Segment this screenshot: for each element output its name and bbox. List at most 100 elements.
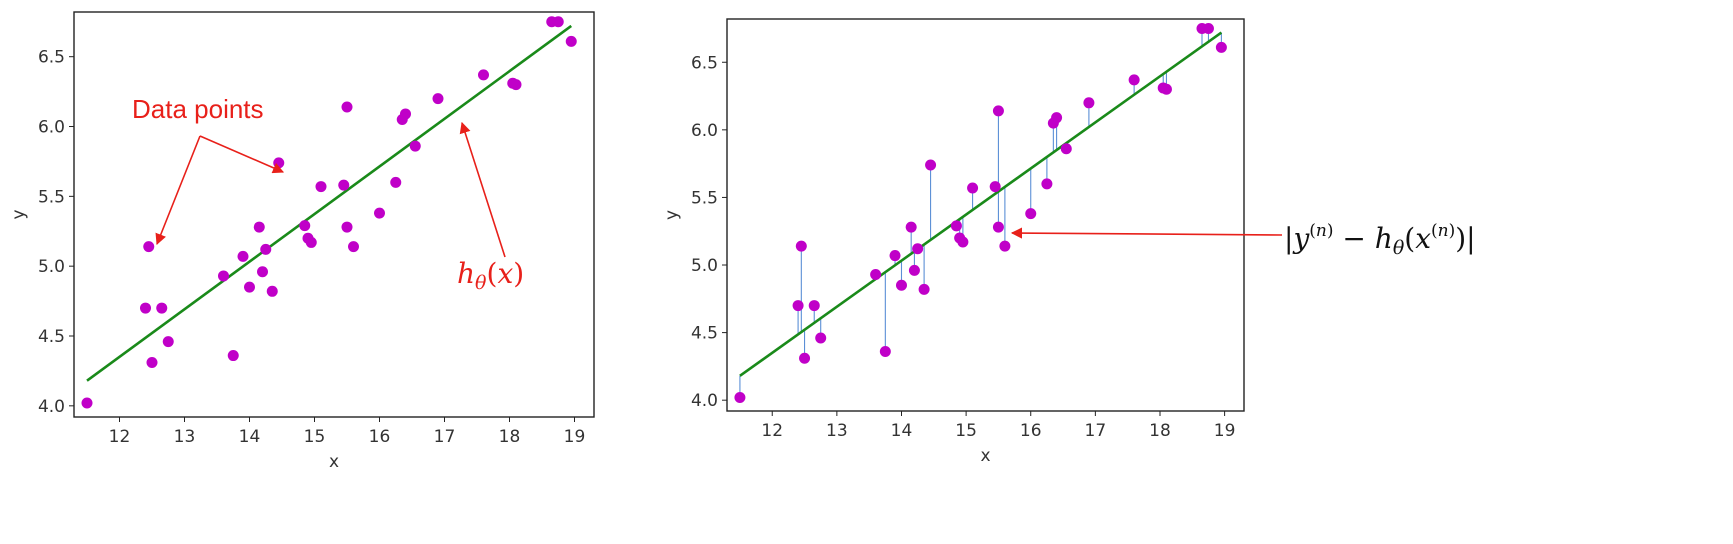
data-point xyxy=(315,181,327,193)
data-point xyxy=(889,250,901,262)
x-tick-label: 13 xyxy=(174,427,196,447)
y-tick-label: 5.0 xyxy=(38,257,65,277)
left-y-ticks: 4.0 4.5 5.0 5.5 6.0 6.5 xyxy=(38,48,74,417)
data-point xyxy=(908,264,920,276)
data-point xyxy=(992,221,1004,233)
x-tick-label: 17 xyxy=(434,427,456,447)
data-point xyxy=(918,283,930,295)
data-point xyxy=(338,179,350,191)
data-point xyxy=(879,346,891,358)
hypothesis-annotation: hθ(x) xyxy=(457,257,524,294)
data-point xyxy=(341,221,353,233)
data-point xyxy=(957,236,969,248)
y-tick-label: 4.0 xyxy=(691,391,718,411)
left-y-axis-label: y xyxy=(9,209,29,219)
regression-line xyxy=(739,31,1223,377)
y-tick-label: 5.0 xyxy=(691,256,718,276)
y-tick-label: 4.5 xyxy=(691,324,718,344)
residual-annotation: |y(n) − hθ(x(n))| xyxy=(1284,221,1476,259)
y-tick-label: 6.0 xyxy=(691,121,718,141)
data-point xyxy=(409,140,421,152)
data-point xyxy=(390,176,402,188)
data-point xyxy=(510,79,522,91)
right-y-axis-label: y xyxy=(662,210,682,220)
data-point xyxy=(905,221,917,233)
data-point xyxy=(218,270,229,282)
data-point xyxy=(925,159,937,171)
data-point xyxy=(967,182,979,194)
data-point xyxy=(81,397,93,409)
data-point xyxy=(792,300,804,312)
right-scatter-chart: 12 13 14 15 16 17 18 19 4.04.55.05.56.06.5 x y … xyxy=(662,18,1476,466)
left-x-ticks: 12 13 14 15 16 17 18 19 xyxy=(109,417,586,447)
data-point xyxy=(273,157,285,169)
right-plot-marks xyxy=(734,22,1227,403)
data-point xyxy=(1202,22,1214,34)
x-tick-label: 19 xyxy=(1214,421,1236,441)
data-point xyxy=(374,207,385,219)
data-point xyxy=(552,16,564,28)
data-point xyxy=(999,240,1011,252)
data-point xyxy=(146,357,158,369)
x-tick-label: 19 xyxy=(564,427,586,447)
left-plot-frame xyxy=(73,11,595,418)
x-tick-label: 18 xyxy=(1149,421,1171,441)
x-tick-label: 13 xyxy=(826,421,848,441)
data-point xyxy=(1160,83,1172,95)
y-tick-label: 6.0 xyxy=(38,118,65,138)
x-tick-label: 16 xyxy=(1020,421,1042,441)
data-point xyxy=(815,332,827,344)
data-point xyxy=(989,181,1001,193)
y-tick-label: 5.5 xyxy=(38,187,65,207)
regression-line xyxy=(86,24,573,382)
data-point xyxy=(156,302,168,314)
y-tick-label: 5.5 xyxy=(691,188,718,208)
data-points-arrow-1 xyxy=(155,135,201,246)
data-point xyxy=(1060,143,1072,155)
data-point xyxy=(305,236,317,248)
data-point xyxy=(162,336,174,348)
data-point xyxy=(895,279,907,291)
x-tick-label: 16 xyxy=(369,427,391,447)
data-point xyxy=(260,243,272,255)
data-point xyxy=(992,105,1004,117)
data-point xyxy=(912,243,924,255)
data-point xyxy=(1215,41,1227,53)
x-tick-label: 12 xyxy=(109,427,131,447)
data-point xyxy=(140,302,151,314)
left-plot-marks xyxy=(81,16,577,409)
data-point xyxy=(870,268,882,280)
data-point xyxy=(478,69,489,81)
data-point xyxy=(1083,97,1095,109)
x-tick-label: 17 xyxy=(1085,421,1107,441)
data-point xyxy=(565,35,577,47)
data-point xyxy=(237,250,249,262)
y-tick-label: 6.5 xyxy=(38,48,65,68)
data-point xyxy=(257,266,268,278)
data-point xyxy=(341,101,353,113)
left-scatter-chart: 12 13 14 15 16 17 18 19 4.04.55.05.56.06.5 x y … xyxy=(9,11,595,472)
left-x-axis-label: x xyxy=(329,452,339,472)
data-point xyxy=(266,285,278,297)
data-point xyxy=(1128,74,1140,86)
data-point xyxy=(808,300,820,312)
residual-arrow xyxy=(1010,227,1283,239)
data-points-arrow-2 xyxy=(199,135,285,174)
data-point xyxy=(348,241,359,253)
data-point xyxy=(799,352,811,364)
data-point xyxy=(253,221,265,233)
y-tick-label: 6.5 xyxy=(691,53,718,73)
right-plot-frame xyxy=(726,18,1245,412)
data-point xyxy=(734,391,746,403)
x-tick-label: 14 xyxy=(239,427,261,447)
x-tick-label: 15 xyxy=(955,421,977,441)
y-tick-label: 4.0 xyxy=(38,397,65,417)
data-point xyxy=(432,93,444,105)
y-tick-label: 4.5 xyxy=(38,327,65,347)
data-point xyxy=(795,240,807,252)
data-point xyxy=(1051,112,1063,124)
x-tick-label: 14 xyxy=(891,421,913,441)
x-tick-label: 15 xyxy=(304,427,326,447)
data-point xyxy=(950,220,962,232)
